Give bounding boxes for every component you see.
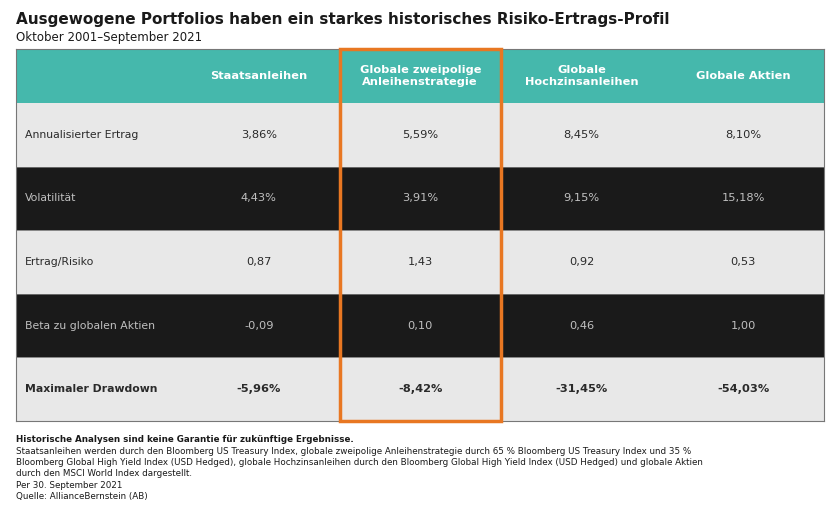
Text: -8,42%: -8,42% [398, 384, 443, 394]
Text: 4,43%: 4,43% [241, 193, 276, 203]
Text: Ertrag/Risiko: Ertrag/Risiko [25, 257, 94, 267]
Text: 1,00: 1,00 [731, 321, 756, 331]
Text: Globale Aktien: Globale Aktien [696, 71, 790, 81]
Text: Bloomberg Global High Yield Index (USD Hedged), globale Hochzinsanleihen durch d: Bloomberg Global High Yield Index (USD H… [16, 458, 703, 467]
Bar [16, 49, 824, 103]
Text: 0,87: 0,87 [246, 257, 271, 267]
Text: -5,96%: -5,96% [237, 384, 281, 394]
Text: Ausgewogene Portfolios haben ein starkes historisches Risiko-Ertrags-Profil: Ausgewogene Portfolios haben ein starkes… [16, 12, 669, 27]
Bar [16, 103, 824, 167]
Text: Oktober 2001–September 2021: Oktober 2001–September 2021 [16, 31, 202, 44]
Text: 1,43: 1,43 [407, 257, 433, 267]
Text: Staatsanleihen: Staatsanleihen [210, 71, 307, 81]
Text: Per 30. September 2021: Per 30. September 2021 [16, 481, 123, 490]
Text: 0,53: 0,53 [731, 257, 756, 267]
Text: 0,10: 0,10 [407, 321, 433, 331]
Text: Volatilität: Volatilität [25, 193, 76, 203]
Bar [16, 167, 824, 230]
Text: 8,45%: 8,45% [564, 130, 600, 140]
Bar [16, 230, 824, 294]
Text: -0,09: -0,09 [244, 321, 274, 331]
Text: 8,10%: 8,10% [725, 130, 761, 140]
Text: 3,91%: 3,91% [402, 193, 438, 203]
Text: 0,46: 0,46 [570, 321, 595, 331]
Bar [16, 357, 824, 421]
Text: 3,86%: 3,86% [241, 130, 276, 140]
Text: Quelle: AllianceBernstein (AB): Quelle: AllianceBernstein (AB) [16, 492, 148, 501]
Bar [339, 49, 501, 421]
Text: Maximaler Drawdown: Maximaler Drawdown [25, 384, 158, 394]
Text: Staatsanleihen werden durch den Bloomberg US Treasury Index, globale zweipolige : Staatsanleihen werden durch den Bloomber… [16, 447, 691, 456]
Text: Globale zweipolige
Anleihenstrategie: Globale zweipolige Anleihenstrategie [360, 65, 481, 88]
Text: 9,15%: 9,15% [564, 193, 600, 203]
Text: Globale
Hochzinsanleihen: Globale Hochzinsanleihen [525, 65, 638, 88]
Text: 5,59%: 5,59% [402, 130, 438, 140]
Text: -31,45%: -31,45% [555, 384, 608, 394]
Text: Beta zu globalen Aktien: Beta zu globalen Aktien [25, 321, 155, 331]
Bar [16, 294, 824, 357]
Text: Annualisierter Ertrag: Annualisierter Ertrag [25, 130, 139, 140]
Text: 0,92: 0,92 [570, 257, 595, 267]
Text: durch den MSCI World Index dargestellt.: durch den MSCI World Index dargestellt. [16, 469, 192, 478]
Text: Historische Analysen sind keine Garantie für zukünftige Ergebnisse.: Historische Analysen sind keine Garantie… [16, 435, 354, 444]
Text: 15,18%: 15,18% [722, 193, 765, 203]
Text: -54,03%: -54,03% [717, 384, 769, 394]
